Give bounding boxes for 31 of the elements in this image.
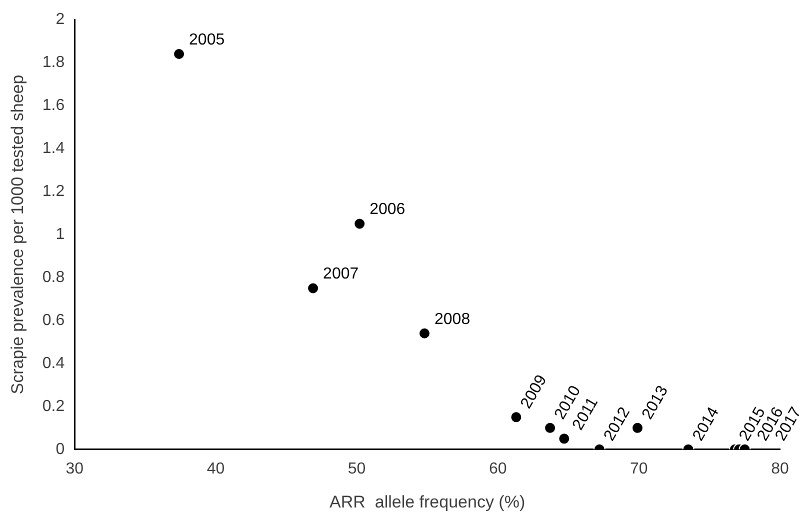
point	[354, 218, 366, 230]
point	[544, 422, 556, 434]
y-tick-label: 0.6	[42, 312, 65, 329]
annotation: 2007	[323, 266, 359, 283]
y-tick-label: 1	[56, 226, 65, 243]
y-tick-label: 1.2	[42, 182, 65, 200]
x-axis-title: ARR allele frequency (%)	[330, 492, 526, 512]
x-tick-label: 40	[206, 460, 225, 478]
x-tick-label: 80	[771, 460, 789, 478]
x-tick-label: 50	[348, 460, 366, 478]
point	[632, 422, 644, 434]
x-tick-label: 70	[630, 460, 648, 478]
y-axis-title: Scrapie prevalence per 1000 tested sheep	[8, 74, 27, 394]
annotation: 2008	[434, 310, 470, 328]
point	[307, 282, 320, 294]
point	[418, 327, 430, 340]
point	[173, 48, 186, 60]
y-tick-label: 1.6	[42, 96, 65, 114]
annotation: 2005	[189, 31, 225, 48]
y-tick-label: 1.4	[42, 140, 65, 157]
y-tick-label: 0.4	[42, 354, 65, 372]
x-tick-label: 60	[488, 460, 507, 478]
point	[558, 432, 570, 445]
point	[510, 411, 522, 424]
y-tick-label: 0.8	[42, 268, 65, 286]
y-tick-label: 1.8	[42, 54, 65, 71]
y-tick-label: 0	[56, 440, 65, 458]
y-tick-label: 0.2	[42, 398, 65, 415]
x-tick-label: 30	[66, 460, 84, 478]
y-tick-label: 2	[56, 11, 65, 28]
annotation: 2006	[370, 201, 406, 218]
